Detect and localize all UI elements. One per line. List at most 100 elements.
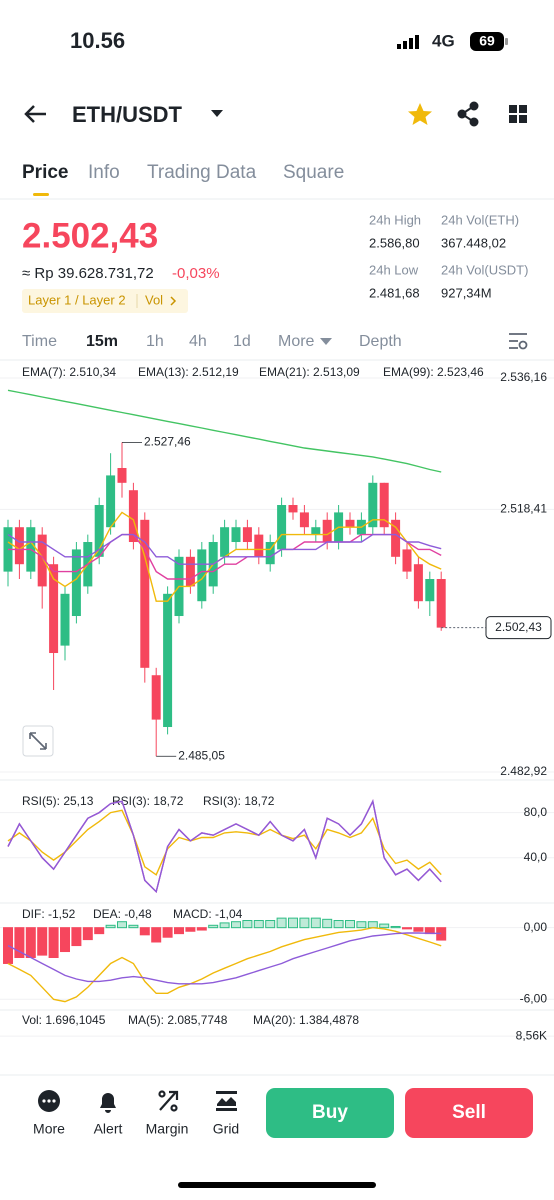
interval[interactable]: Time bbox=[22, 333, 57, 350]
y-tick-label: 0,00 bbox=[524, 920, 548, 934]
macd-bar bbox=[82, 927, 93, 941]
chart-settings-icon[interactable] bbox=[509, 333, 528, 350]
indicator-line bbox=[8, 533, 442, 580]
candle-body bbox=[140, 519, 150, 668]
action-label[interactable]: Grid bbox=[213, 1121, 239, 1137]
macd-bar bbox=[253, 920, 264, 929]
y-tick-label: 40,0 bbox=[524, 850, 548, 864]
battery-level: 69 bbox=[479, 33, 495, 49]
tab[interactable]: Price bbox=[22, 162, 68, 183]
tag-box[interactable] bbox=[22, 289, 188, 313]
candle-body bbox=[322, 519, 332, 543]
stat-value: 2.481,68 bbox=[369, 285, 420, 300]
indicator-line bbox=[7, 389, 442, 473]
stat-label: 24h Vol(USDT) bbox=[441, 262, 528, 277]
stat-label: 24h Vol(ETH) bbox=[441, 212, 519, 227]
interval[interactable]: 1d bbox=[233, 333, 251, 350]
home-indicator bbox=[178, 1182, 376, 1188]
stat-value: 2.586,80 bbox=[369, 235, 420, 250]
share-icon[interactable] bbox=[457, 101, 479, 127]
alert-icon[interactable] bbox=[100, 1093, 116, 1113]
candle-body bbox=[379, 482, 389, 528]
legend-entry: RSI(3): 18,72 bbox=[112, 794, 184, 808]
margin-icon[interactable] bbox=[158, 1090, 179, 1112]
candle-body bbox=[128, 490, 138, 543]
tab[interactable]: Square bbox=[283, 162, 344, 183]
macd-bar bbox=[139, 927, 150, 936]
macd-bar bbox=[390, 925, 401, 929]
legend-entry: EMA(21): 2.513,09 bbox=[259, 365, 360, 379]
action-label[interactable]: Margin bbox=[146, 1121, 189, 1137]
macd-bar bbox=[37, 927, 48, 956]
interval[interactable]: 4h bbox=[189, 333, 207, 350]
more-caret bbox=[320, 338, 332, 345]
candle-body bbox=[185, 556, 195, 587]
macd-bar bbox=[379, 923, 390, 929]
macd-bar bbox=[367, 921, 378, 929]
clock: 10.56 bbox=[70, 28, 125, 53]
tag[interactable]: Layer 1 / Layer 2 bbox=[28, 292, 126, 307]
legend-entry: Vol: 1.696,1045 bbox=[22, 1013, 106, 1027]
pair-title[interactable]: ETH/USDT bbox=[72, 102, 183, 127]
candle-body bbox=[37, 534, 47, 587]
legend-entry: EMA(13): 2.512,19 bbox=[138, 365, 239, 379]
interval[interactable]: 15m bbox=[86, 333, 118, 350]
action-label[interactable]: More bbox=[33, 1121, 65, 1137]
more-icon[interactable] bbox=[38, 1090, 60, 1112]
candle-body bbox=[277, 505, 287, 550]
pair-dropdown[interactable] bbox=[211, 110, 223, 117]
y-tick-label: -6,00 bbox=[520, 991, 548, 1005]
candle-body bbox=[60, 593, 70, 646]
tag[interactable]: Vol bbox=[145, 292, 163, 307]
buy-button[interactable] bbox=[266, 1088, 394, 1138]
macd-bar bbox=[310, 917, 321, 929]
macd-bar bbox=[322, 918, 333, 929]
candle-body bbox=[425, 579, 435, 602]
stat-label: 24h Low bbox=[369, 262, 419, 277]
legend-entry: MACD: -1,04 bbox=[173, 907, 243, 921]
sell-button[interactable] bbox=[405, 1088, 533, 1138]
candle-body bbox=[151, 675, 161, 720]
back-button[interactable] bbox=[24, 105, 46, 123]
macd-bar bbox=[185, 927, 196, 932]
tab[interactable]: Info bbox=[88, 162, 120, 183]
macd-bar bbox=[151, 927, 162, 943]
legend-entry: DEA: -0,48 bbox=[93, 907, 152, 921]
candle-body bbox=[163, 593, 173, 728]
macd-bar bbox=[14, 927, 25, 959]
legend-entry: MA(5): 2.085,7748 bbox=[128, 1013, 228, 1027]
macd-bar bbox=[162, 927, 173, 938]
interval[interactable]: More bbox=[278, 333, 315, 350]
interval[interactable]: 1h bbox=[146, 333, 164, 350]
action-label[interactable]: Alert bbox=[94, 1121, 123, 1137]
legend-entry: RSI(3): 18,72 bbox=[203, 794, 275, 808]
legend-entry: EMA(7): 2.510,34 bbox=[22, 365, 116, 379]
sell-label[interactable]: Sell bbox=[452, 1102, 486, 1123]
candle-body bbox=[254, 534, 264, 557]
indicator-line bbox=[7, 932, 442, 985]
interval[interactable]: Depth bbox=[359, 333, 402, 350]
grid-menu-icon[interactable] bbox=[509, 105, 527, 123]
favorite-star[interactable] bbox=[408, 103, 432, 125]
last-price-label: 2.502,43 bbox=[495, 620, 542, 634]
extreme-label: 2.527,46 bbox=[144, 435, 191, 449]
legend-entry: MA(20): 1.384,4878 bbox=[253, 1013, 359, 1027]
tab[interactable]: Trading Data bbox=[147, 162, 257, 183]
indicator-line bbox=[7, 809, 442, 876]
y-tick-label: 2.536,16 bbox=[500, 370, 547, 384]
legend-entry: EMA(99): 2.523,46 bbox=[383, 365, 484, 379]
macd-bar bbox=[128, 924, 139, 929]
signal-icon bbox=[397, 35, 419, 49]
stat-value: 367.448,02 bbox=[441, 235, 506, 250]
tab-indicator bbox=[33, 193, 49, 196]
battery-icon bbox=[470, 32, 504, 51]
macd-bar bbox=[94, 927, 105, 935]
buy-label[interactable]: Buy bbox=[312, 1102, 348, 1123]
macd-bar bbox=[231, 921, 241, 929]
macd-bar bbox=[48, 927, 59, 959]
last-price-box bbox=[485, 616, 552, 640]
macd-bar bbox=[413, 927, 424, 932]
macd-bar bbox=[219, 922, 230, 929]
grid-icon[interactable] bbox=[216, 1091, 237, 1111]
